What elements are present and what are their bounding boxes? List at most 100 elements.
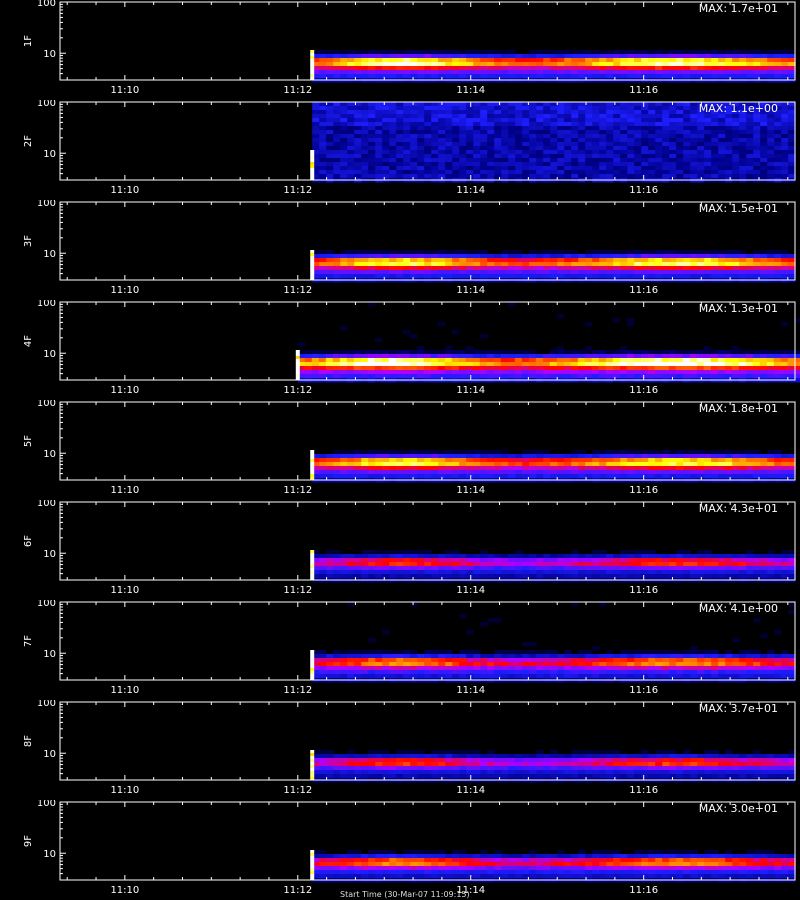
x-tick-label: 11:14 [456, 485, 485, 496]
y-tick-label: 10 [43, 449, 56, 460]
channel-label: 2F [23, 135, 34, 147]
max-label: MAX: 3.7e+01 [699, 702, 778, 715]
channel-label: 6F [23, 535, 34, 547]
spectrogram-panel-9f: 11:10 11:12 11:14 11:16 100 10 9F MAX: 3.0e+01 [0, 800, 800, 900]
plot-frame [59, 601, 796, 681]
y-tick-label: 100 [37, 800, 56, 809]
channel-label: 3F [23, 235, 34, 247]
y-tick-label: 10 [43, 549, 56, 560]
max-label: MAX: 1.7e+01 [699, 2, 778, 15]
x-tick-label: 11:14 [456, 185, 485, 196]
x-tick-label: 11:16 [629, 85, 658, 96]
x-tick-label: 11:14 [456, 285, 485, 296]
plot-frame [59, 101, 796, 181]
y-tick-label: 100 [37, 500, 56, 509]
x-tick-label: 11:12 [283, 785, 312, 796]
x-tick-label: 11:14 [456, 885, 485, 896]
y-tick-label: 10 [43, 749, 56, 760]
x-tick-label: 11:10 [110, 285, 139, 296]
y-tick-label: 10 [43, 49, 56, 60]
heatmap-cells [310, 450, 796, 483]
spectrogram-panel-1f: 11:10 11:12 11:14 11:16 100 10 1F MAX: 1.7e+01 [0, 0, 800, 100]
x-tick-label: 11:12 [283, 385, 312, 396]
channel-label: 9F [23, 835, 34, 847]
spectrogram-panel-8f: 11:10 11:12 11:14 11:16 100 10 8F MAX: 3.7e+01 [0, 700, 800, 800]
y-tick-label: 10 [43, 149, 56, 160]
panel-svg: 11:10 11:12 11:14 11:16 100 10 5F MAX: 1.8e+01 [23, 400, 796, 496]
max-label: MAX: 1.5e+01 [699, 202, 778, 215]
x-tick-label: 11:16 [629, 685, 658, 696]
plot-frame [59, 701, 796, 781]
x-tick-label: 11:14 [456, 685, 485, 696]
heatmap-cells [310, 850, 796, 883]
heatmap-cells [310, 250, 796, 283]
x-tick-label: 11:16 [629, 185, 658, 196]
spectrogram-panel-6f: 11:10 11:12 11:14 11:16 100 10 6F MAX: 4.3e+01 [0, 500, 800, 600]
x-tick-label: 11:16 [629, 885, 658, 896]
heatmap-cells [310, 550, 796, 583]
heatmap-cells [310, 750, 796, 783]
y-tick-label: 100 [37, 400, 56, 409]
x-tick-label: 11:16 [629, 285, 658, 296]
x-tick-label: 11:16 [629, 385, 658, 396]
channel-label: 8F [23, 735, 34, 747]
x-tick-label: 11:10 [110, 785, 139, 796]
plot-frame [59, 501, 796, 581]
panel-svg: 11:10 11:12 11:14 11:16 100 10 2F MAX: 1.1e+00 [23, 100, 796, 196]
x-tick-label: 11:16 [629, 785, 658, 796]
spectrogram-panel-7f: 11:10 11:12 11:14 11:16 100 10 7F MAX: 4.1e+00 [0, 600, 800, 700]
channel-label: 1F [23, 35, 34, 47]
y-tick-label: 100 [37, 300, 56, 309]
y-tick-label: 10 [43, 649, 56, 660]
spectrogram-panel-3f: 11:10 11:12 11:14 11:16 100 10 3F MAX: 1.5e+01 [0, 200, 800, 300]
panel-svg: 11:10 11:12 11:14 11:16 100 10 1F MAX: 1.7e+01 [23, 0, 796, 96]
plot-frame [59, 801, 796, 881]
heatmap-cells [310, 50, 796, 83]
plot-frame [59, 301, 796, 381]
x-tick-label: 11:10 [110, 885, 139, 896]
channel-label: 5F [23, 435, 34, 447]
max-label: MAX: 1.1e+00 [699, 102, 778, 115]
x-tick-label: 11:14 [456, 85, 485, 96]
x-tick-label: 11:10 [110, 485, 139, 496]
panel-svg: 11:10 11:12 11:14 11:16 100 10 4F MAX: 1.3e+01 [23, 300, 800, 396]
x-tick-label: 11:16 [629, 585, 658, 596]
x-tick-label: 11:10 [110, 385, 139, 396]
y-tick-label: 100 [37, 0, 56, 9]
max-label: MAX: 3.0e+01 [699, 802, 778, 815]
x-tick-label: 11:12 [283, 185, 312, 196]
start-time-label: Start Time (30-Mar-07 11:09:15) [340, 890, 470, 899]
x-tick-label: 11:12 [283, 885, 312, 896]
y-tick-label: 100 [37, 100, 56, 109]
x-tick-label: 11:12 [283, 485, 312, 496]
plot-frame [59, 401, 796, 481]
panel-svg: 11:10 11:12 11:14 11:16 100 10 9F MAX: 3.0e+01 [23, 800, 796, 896]
x-tick-label: 11:12 [283, 585, 312, 596]
channel-label: 4F [23, 335, 34, 347]
y-tick-label: 10 [43, 849, 56, 860]
x-tick-label: 11:10 [110, 85, 139, 96]
y-tick-label: 100 [37, 200, 56, 209]
y-tick-label: 100 [37, 600, 56, 609]
max-label: MAX: 4.1e+00 [699, 602, 778, 615]
max-label: MAX: 1.8e+01 [699, 402, 778, 415]
x-tick-label: 11:10 [110, 685, 139, 696]
x-tick-label: 11:10 [110, 185, 139, 196]
y-tick-label: 10 [43, 249, 56, 260]
panel-svg: 11:10 11:12 11:14 11:16 100 10 3F MAX: 1.5e+01 [23, 200, 796, 296]
spectrogram-panel-4f: 11:10 11:12 11:14 11:16 100 10 4F MAX: 1.3e+01 [0, 300, 800, 400]
max-label: MAX: 4.3e+01 [699, 502, 778, 515]
x-tick-label: 11:10 [110, 585, 139, 596]
x-tick-label: 11:12 [283, 685, 312, 696]
y-tick-label: 10 [43, 349, 56, 360]
x-tick-label: 11:12 [283, 285, 312, 296]
panel-svg: 11:10 11:12 11:14 11:16 100 10 7F MAX: 4.1e+00 [23, 600, 796, 696]
spectrogram-panel-5f: 11:10 11:12 11:14 11:16 100 10 5F MAX: 1.8e+01 [0, 400, 800, 500]
max-label: MAX: 1.3e+01 [699, 302, 778, 315]
x-tick-label: 11:14 [456, 585, 485, 596]
y-tick-label: 100 [37, 700, 56, 709]
x-tick-label: 11:12 [283, 85, 312, 96]
plot-frame [59, 201, 796, 281]
channel-label: 7F [23, 635, 34, 647]
